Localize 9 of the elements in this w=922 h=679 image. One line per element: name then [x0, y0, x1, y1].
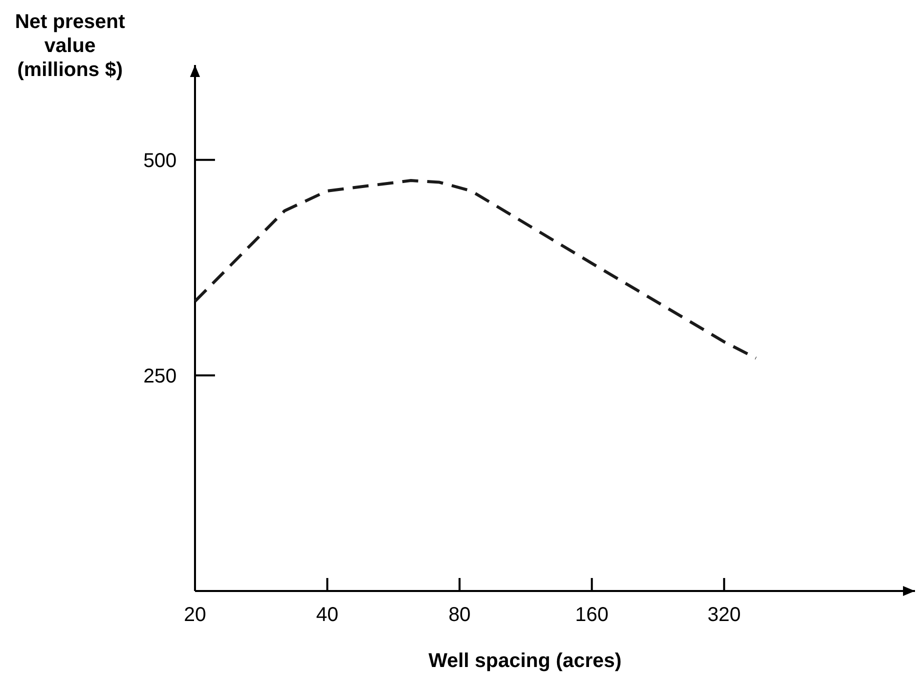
y-axis-title: Net present value (millions $) [14, 11, 126, 81]
x-tick-label: 160 [575, 604, 609, 626]
x-axis-title: Well spacing (acres) [428, 650, 622, 672]
y-tick-label: 500 [143, 150, 177, 172]
x-tick-label: 80 [448, 604, 471, 626]
x-tick-label: 20 [184, 604, 206, 626]
y-tick-label: 250 [143, 365, 177, 388]
x-tick-label: 40 [316, 604, 338, 626]
x-tick-label: 320 [707, 604, 741, 626]
